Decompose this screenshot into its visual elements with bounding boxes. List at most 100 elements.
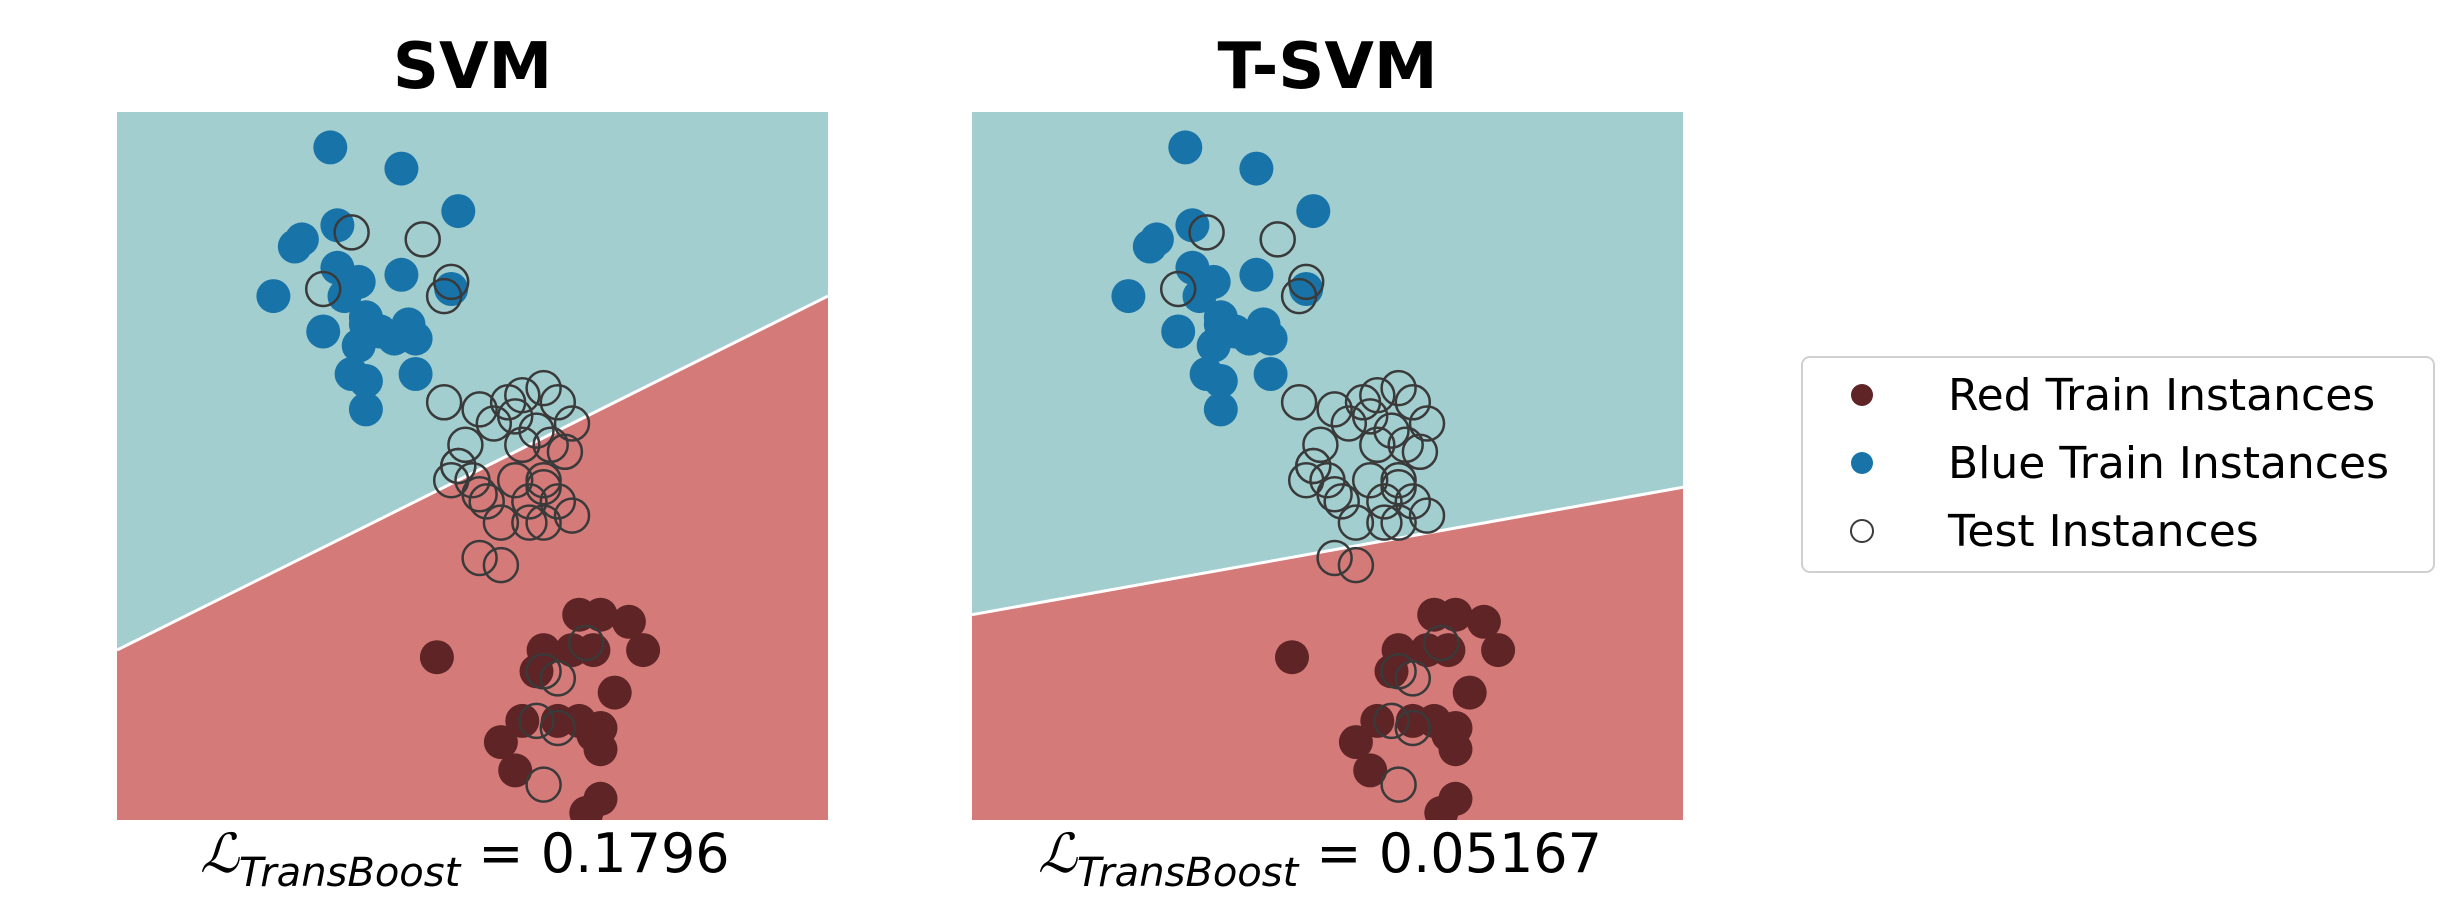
test-point (1337, 546, 1375, 584)
test-point (1380, 504, 1417, 541)
loss-subscript: TransBoost (1077, 850, 1300, 896)
test-point (454, 461, 491, 499)
test-point (1366, 504, 1403, 541)
legend-marker-blue (1851, 452, 1873, 474)
legend-item: Blue Train Instances (1851, 438, 2389, 489)
test-point (1394, 709, 1432, 747)
red-region (117, 296, 828, 821)
test-point (482, 504, 520, 541)
test-point (1259, 221, 1296, 258)
loss-value: = 0.05167 (1316, 822, 1602, 885)
legend-item: Red Train Instances (1851, 370, 2375, 421)
test-point (518, 702, 555, 740)
points (256, 130, 661, 820)
test-point (1351, 461, 1389, 499)
red-train-point (1374, 654, 1409, 689)
test-point (1280, 277, 1318, 315)
loss-subscript: TransBoost (239, 850, 462, 896)
panel-svm: SVM ℒTransBoost = 0.1796 (116, 30, 829, 896)
red-train-point (519, 654, 554, 689)
test-point (1380, 468, 1417, 506)
points (1111, 130, 1516, 820)
loss-symbol: ℒ (1038, 822, 1078, 885)
test-point (1394, 660, 1432, 697)
test-point (461, 539, 498, 577)
legend-label: Test Instances (1947, 506, 2259, 557)
red-train-point (498, 753, 533, 788)
blue-train-point (1239, 257, 1274, 292)
red-train-point (419, 640, 454, 675)
test-point (496, 461, 534, 499)
test-point (1408, 405, 1446, 442)
blue-train-point (434, 272, 469, 306)
test-point (1351, 398, 1389, 435)
legend-label: Blue Train Instances (1948, 438, 2389, 489)
blue-train-point (256, 279, 291, 314)
test-point (525, 504, 562, 541)
test-point (482, 546, 520, 584)
test-point (1316, 391, 1353, 428)
red-train-point (1275, 640, 1309, 675)
red-train-point (626, 633, 661, 668)
panel-t-svm: T-SVM ℒTransBoost = 0.05167 (971, 30, 1684, 896)
test-point (525, 369, 562, 407)
blue-train-point (1253, 321, 1288, 356)
test-point (1408, 497, 1446, 534)
blue-train-point (1161, 314, 1196, 349)
blue-train-point (277, 229, 312, 264)
test-point (1188, 214, 1225, 251)
red-train-point (1452, 675, 1487, 710)
blue-train-point (441, 194, 476, 229)
blue-train-point (306, 314, 341, 349)
blue-train-point (341, 328, 376, 363)
blue-train-point (1289, 272, 1324, 306)
blue-train-point (384, 257, 419, 292)
blue-train-point (1196, 328, 1231, 363)
legend: Red Train Instances Blue Train Instances T… (1801, 356, 2435, 573)
test-point (1373, 412, 1410, 449)
test-point (1380, 461, 1417, 499)
panel-title: T-SVM (1217, 30, 1437, 104)
test-point (539, 660, 577, 697)
test-point (553, 497, 591, 534)
test-point (1337, 504, 1375, 541)
red-train-point (583, 732, 618, 767)
test-point (1380, 369, 1417, 407)
test-point (496, 398, 534, 435)
blue-train-point (384, 151, 419, 186)
test-point (447, 426, 484, 464)
test-point (1423, 624, 1460, 662)
test-point (1394, 483, 1432, 520)
blue-train-point (348, 392, 383, 427)
red-train-point (1481, 633, 1516, 668)
test-point (1316, 539, 1353, 577)
red-train-point (1431, 633, 1466, 668)
panel-title: SVM (393, 30, 552, 104)
red-region (972, 487, 1683, 820)
legend-item: Test Instances (1850, 506, 2259, 557)
test-point (511, 504, 548, 541)
test-point (1302, 426, 1339, 464)
test-point (1159, 270, 1197, 308)
test-point (1280, 384, 1318, 421)
test-point (475, 405, 513, 442)
red-train-point (611, 604, 646, 639)
legend-marker-red (1851, 384, 1873, 406)
test-point (553, 405, 591, 442)
blue-train-point (1132, 229, 1167, 264)
blue-train-point (1168, 130, 1203, 165)
test-point (504, 426, 541, 464)
decision-boundary (971, 485, 1684, 617)
blue-train-point (327, 279, 362, 314)
test-point (1309, 461, 1346, 499)
red-train-point (1424, 795, 1459, 820)
blue-train-point (1182, 279, 1217, 314)
test-point (1330, 405, 1368, 442)
blue-train-point (313, 130, 348, 165)
red-train-point (1438, 597, 1473, 632)
blue-train-point (1296, 194, 1331, 229)
test-point (404, 221, 441, 258)
test-point (1359, 426, 1396, 464)
legend-label: Red Train Instances (1948, 370, 2375, 421)
